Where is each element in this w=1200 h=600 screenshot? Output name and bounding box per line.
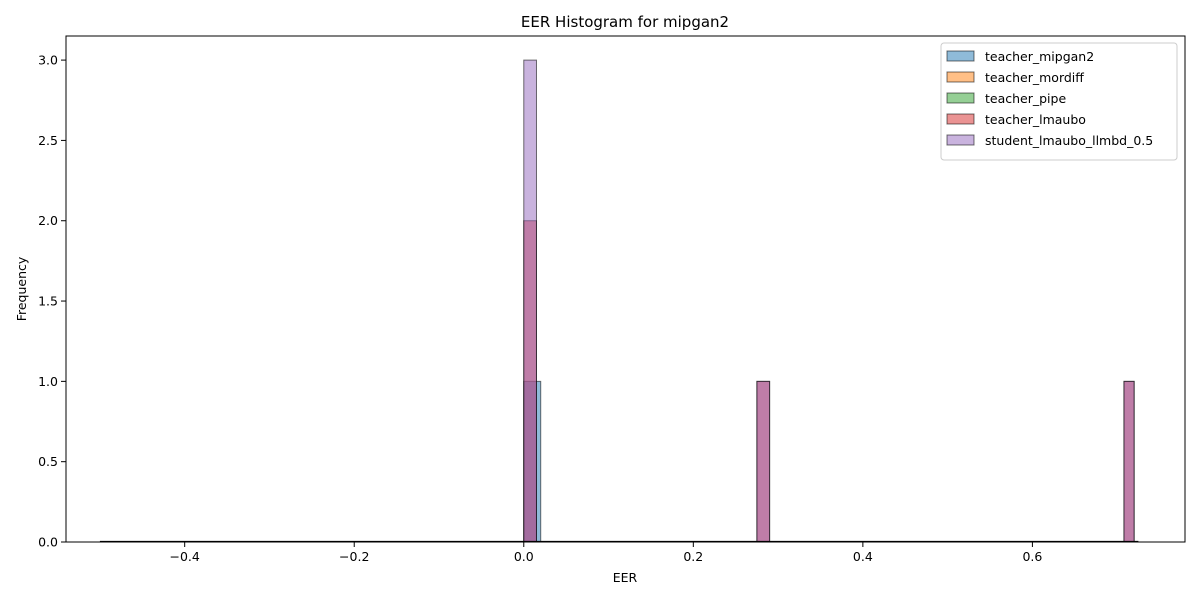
- legend-swatch: [946, 71, 975, 83]
- x-tick-label: 0.2: [683, 549, 703, 564]
- legend-swatch: [946, 134, 975, 146]
- x-axis-label: EER: [613, 570, 638, 585]
- legend-swatch: [946, 92, 975, 104]
- bar-4-1: [756, 380, 771, 543]
- bar-4-2: [1123, 380, 1135, 543]
- x-tick-label: −0.2: [339, 549, 369, 564]
- chart-title: EER Histogram for mipgan2: [521, 13, 729, 31]
- x-tick-label: 0.0: [514, 549, 534, 564]
- legend-swatch: [946, 50, 975, 62]
- y-tick-label: 2.5: [38, 133, 58, 148]
- y-axis-ticks: 0.0 0.5 1.0 1.5 2.0 2.5 3.0: [38, 53, 66, 550]
- y-tick-label: 0.5: [38, 454, 58, 469]
- bar-4-0: [523, 59, 537, 543]
- y-tick-label: 1.0: [38, 374, 58, 389]
- legend-label: teacher_lmaubo: [985, 112, 1086, 127]
- legend: teacher_mipgan2 teacher_mordiff teacher_pi…: [940, 42, 1178, 161]
- y-tick-label: 0.0: [38, 535, 58, 550]
- y-axis-label: Frequency: [14, 256, 29, 321]
- legend-label: teacher_mordiff: [985, 70, 1084, 85]
- x-tick-label: 0.6: [1022, 549, 1042, 564]
- x-tick-label: −0.4: [170, 549, 200, 564]
- legend-label: teacher_pipe: [985, 91, 1066, 106]
- x-axis-ticks: −0.4 −0.2 0.0 0.2 0.4 0.6: [170, 542, 1042, 564]
- legend-label: student_lmaubo_llmbd_0.5: [985, 133, 1153, 148]
- legend-label: teacher_mipgan2: [985, 49, 1094, 64]
- legend-swatch: [946, 113, 975, 125]
- y-tick-label: 2.0: [38, 213, 58, 228]
- y-tick-label: 3.0: [38, 53, 58, 68]
- legend-box: [940, 42, 1178, 161]
- x-tick-label: 0.4: [853, 549, 873, 564]
- y-tick-label: 1.5: [38, 294, 58, 309]
- plot-frame: [65, 35, 1186, 543]
